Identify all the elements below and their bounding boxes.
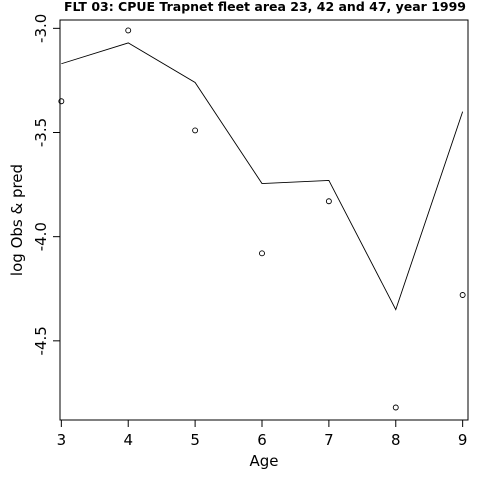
predicted-line [61, 42, 464, 311]
observed-point [125, 27, 132, 34]
x-tick-label: 4 [123, 431, 133, 449]
observed-point [392, 404, 399, 411]
x-tick-label: 5 [190, 431, 200, 449]
plot-area [59, 19, 469, 421]
y-axis: -3.0 -3.5 -4.0 -4.5 [32, 14, 61, 355]
y-tick-label: -3.0 [32, 14, 50, 43]
x-tick-label: 6 [257, 431, 267, 449]
observed-point [192, 127, 199, 134]
observed-point [459, 292, 466, 298]
observed-point [325, 198, 332, 205]
x-tick-label: 8 [391, 431, 401, 449]
y-tick-label: -4.5 [32, 326, 50, 355]
y-tick-label: -4.0 [32, 222, 50, 251]
x-axis: 3 4 5 6 7 8 9 [57, 419, 468, 449]
observed-point [58, 98, 65, 105]
x-tick-label: 3 [57, 431, 67, 449]
chart-title: FLT 03: CPUE Trapnet fleet area 23, 42 a… [64, 0, 466, 14]
x-tick-label: 9 [458, 431, 468, 449]
x-axis-label: Age [249, 452, 278, 470]
observed-point [259, 250, 265, 257]
y-axis-label: log Obs & pred [8, 164, 26, 276]
y-tick-label: -3.5 [32, 118, 50, 147]
x-tick-label: 7 [324, 431, 334, 449]
series-layer [58, 27, 466, 411]
